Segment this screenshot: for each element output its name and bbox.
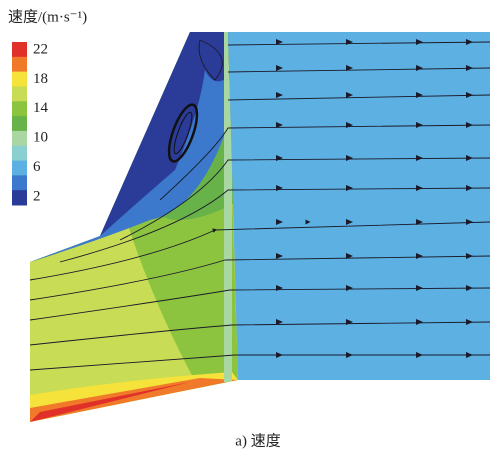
colorbar-label: 10 bbox=[33, 130, 48, 146]
arrow bbox=[416, 155, 423, 161]
colorbar-band bbox=[12, 145, 27, 162]
right-region bbox=[228, 32, 490, 380]
arrow bbox=[276, 352, 283, 358]
arrow bbox=[346, 185, 353, 191]
arrow bbox=[416, 65, 423, 71]
arrow bbox=[466, 319, 473, 325]
arrow bbox=[276, 65, 283, 71]
caption: a) 速度 bbox=[235, 432, 280, 449]
arrow bbox=[346, 285, 353, 291]
colorbar-band bbox=[12, 175, 27, 191]
arrow bbox=[276, 219, 283, 225]
arrow bbox=[416, 253, 423, 259]
colorbar-band bbox=[12, 130, 27, 147]
colorbar-label: 14 bbox=[33, 100, 49, 116]
colorbar: 22 18 14 10 6 2 bbox=[12, 41, 49, 206]
colorbar-band bbox=[12, 190, 27, 206]
arrow bbox=[346, 155, 353, 161]
colorbar-label: 2 bbox=[33, 188, 41, 204]
arrow bbox=[466, 65, 473, 71]
arrow bbox=[416, 285, 423, 291]
arrow bbox=[346, 219, 353, 225]
colorbar-band bbox=[12, 56, 27, 73]
arrow bbox=[346, 319, 353, 325]
arrow bbox=[466, 352, 473, 358]
arrow bbox=[276, 155, 283, 161]
arrow bbox=[346, 92, 353, 98]
arrow bbox=[276, 285, 283, 291]
arrow bbox=[416, 352, 423, 358]
arrow bbox=[346, 352, 353, 358]
arrow bbox=[466, 122, 473, 128]
arrow bbox=[466, 219, 473, 225]
arrow bbox=[416, 319, 423, 325]
arrow bbox=[416, 39, 423, 45]
arrow bbox=[466, 92, 473, 98]
colorbar-band bbox=[12, 71, 27, 87]
colorbar-band bbox=[12, 42, 27, 58]
streamlines bbox=[29, 39, 491, 371]
arrow bbox=[276, 319, 283, 325]
arrow bbox=[416, 122, 423, 128]
arrow bbox=[346, 39, 353, 45]
arrow bbox=[466, 39, 473, 45]
arrow bbox=[276, 39, 283, 45]
arrow bbox=[466, 185, 473, 191]
arrow bbox=[276, 253, 283, 259]
colorbar-band bbox=[12, 116, 27, 132]
arrow bbox=[466, 285, 473, 291]
colorbar-band bbox=[12, 101, 27, 117]
arrow bbox=[466, 253, 473, 259]
arrow bbox=[276, 185, 283, 191]
colorbar-band bbox=[12, 160, 27, 176]
colorbar-label: 22 bbox=[33, 41, 48, 57]
legend-title: 速度/(m·s⁻¹) bbox=[8, 8, 87, 25]
colorbar-label: 6 bbox=[33, 159, 41, 175]
colorbar-band bbox=[12, 86, 27, 102]
arrow bbox=[346, 122, 353, 128]
arrow bbox=[416, 92, 423, 98]
arrow bbox=[416, 185, 423, 191]
arrow bbox=[276, 122, 283, 128]
arrow bbox=[276, 92, 283, 98]
arrows bbox=[276, 39, 473, 358]
arrow bbox=[346, 253, 353, 259]
arrow bbox=[416, 219, 423, 225]
arrow bbox=[466, 155, 473, 161]
colorbar-label: 18 bbox=[33, 71, 48, 87]
arrow bbox=[346, 65, 353, 71]
